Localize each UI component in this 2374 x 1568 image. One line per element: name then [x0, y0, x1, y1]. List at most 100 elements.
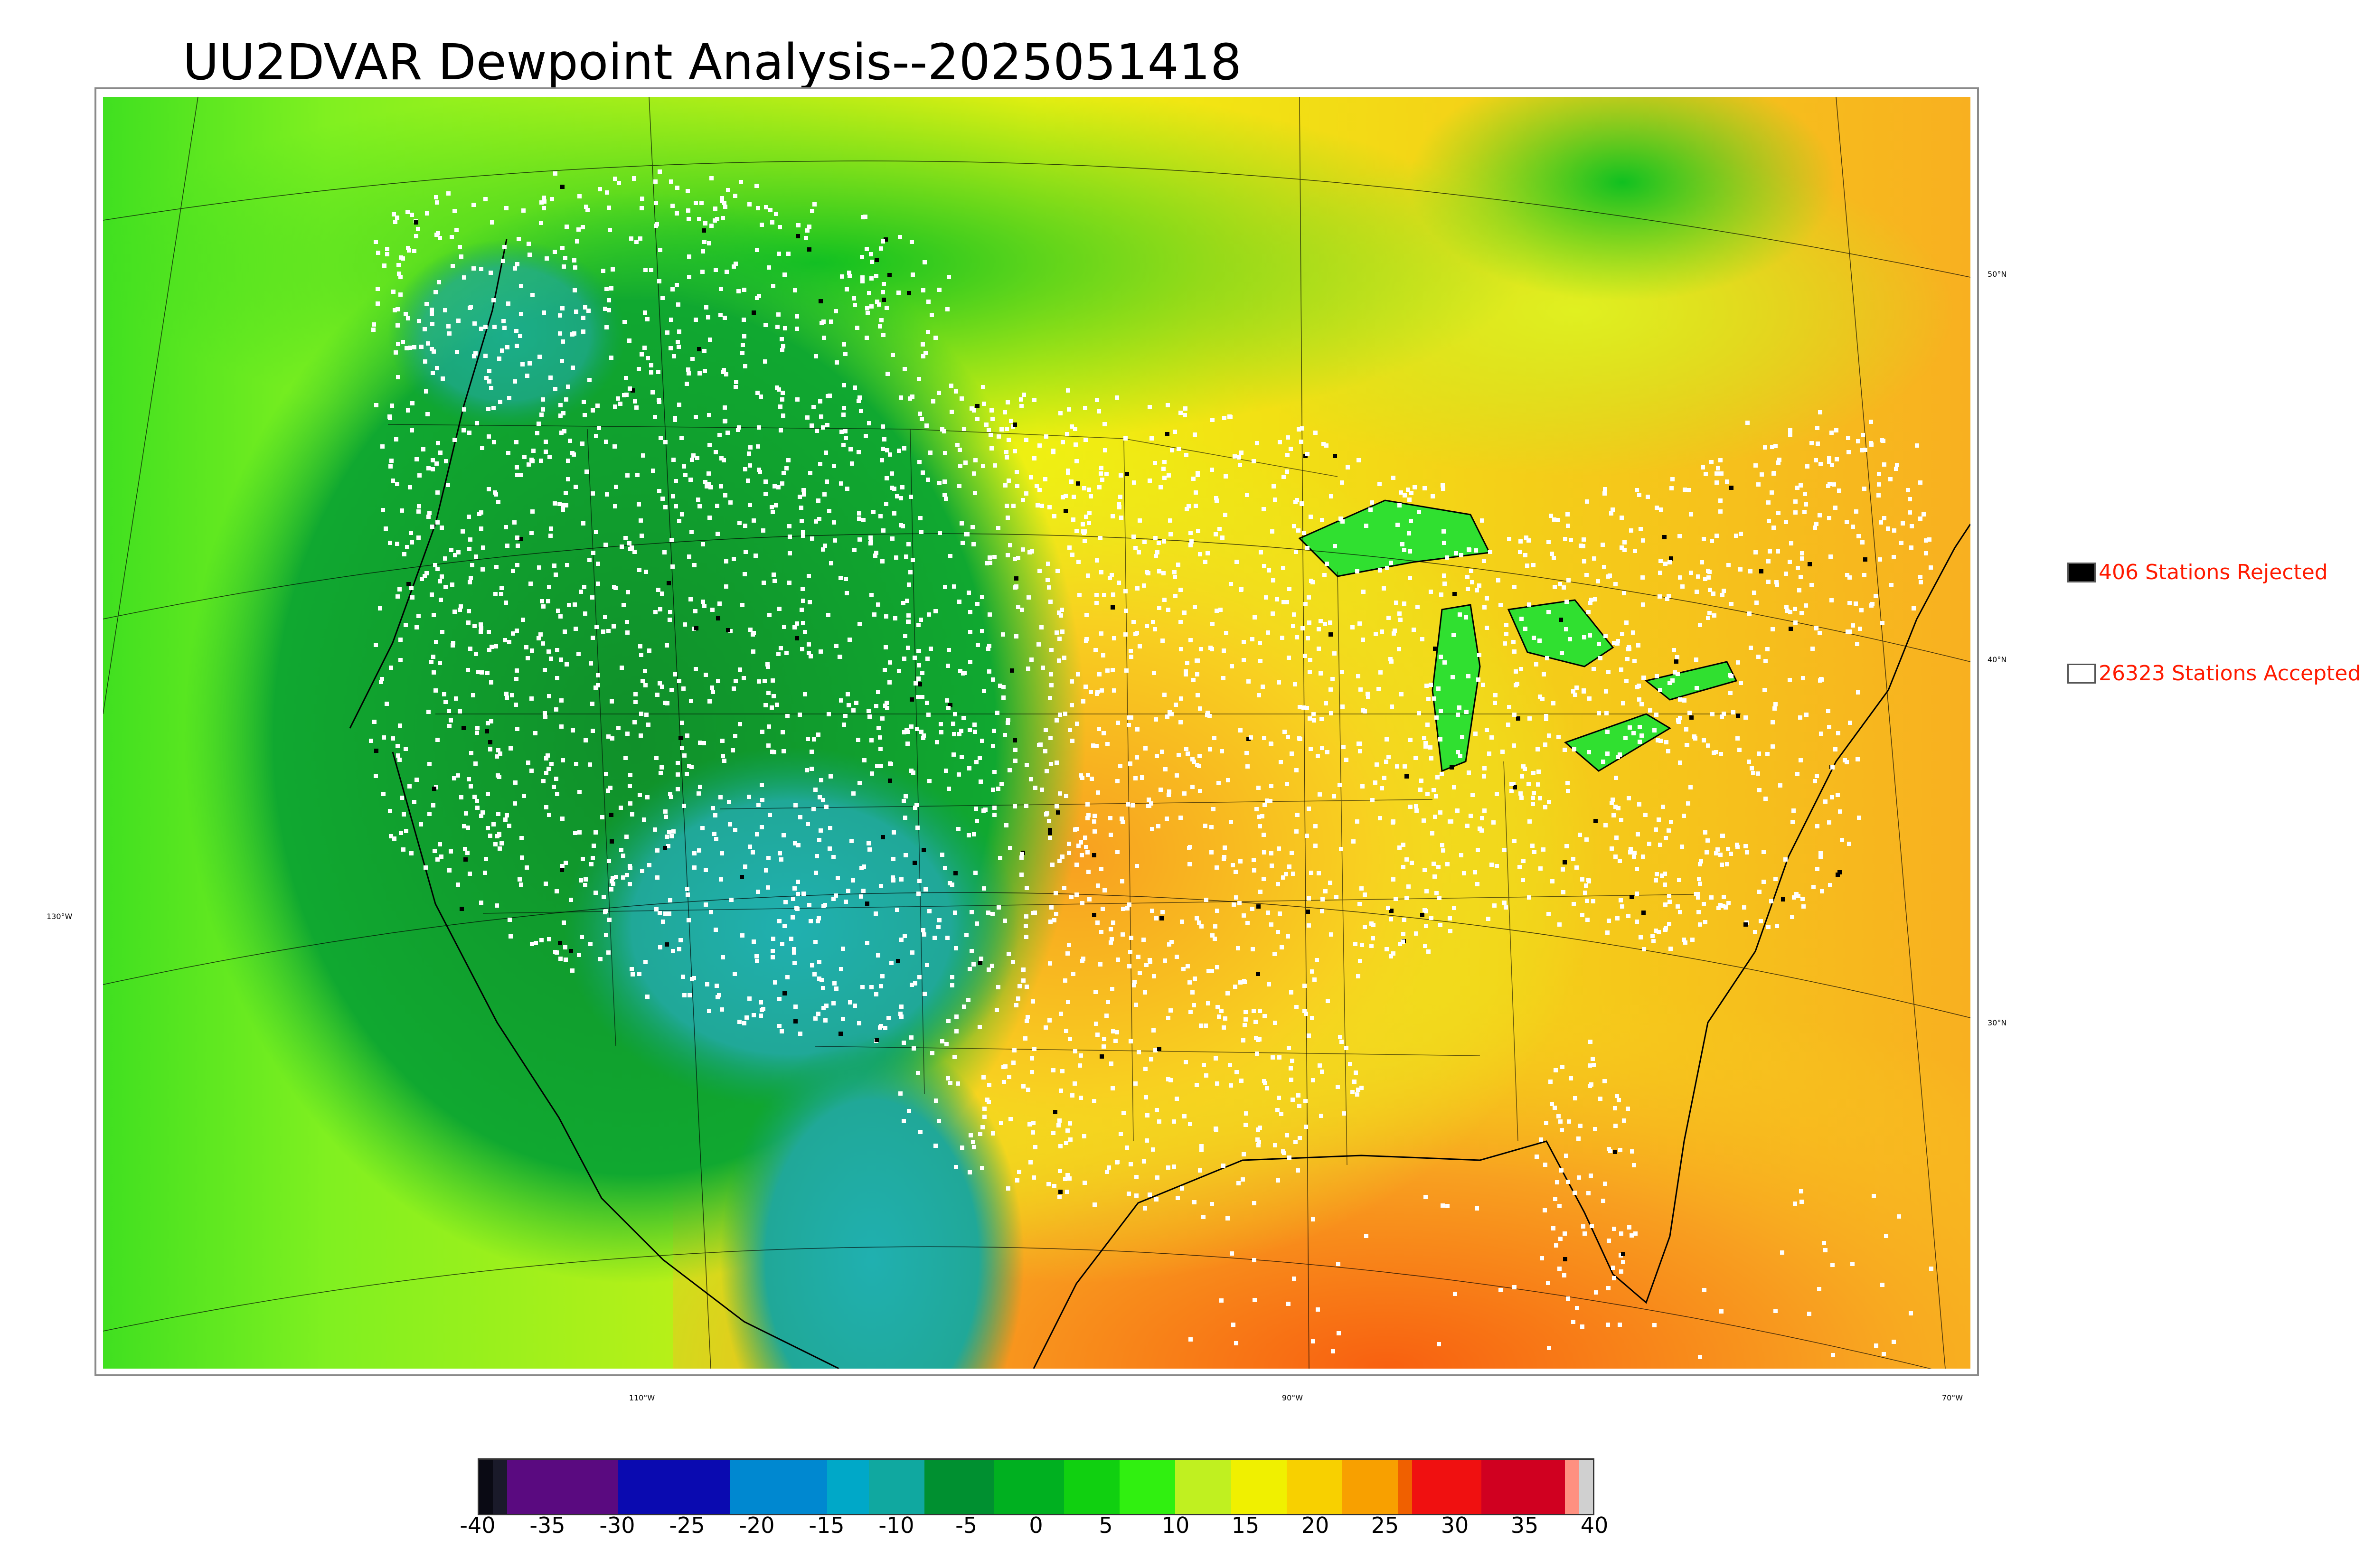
- station-accepted: [1467, 548, 1471, 552]
- station-accepted: [663, 505, 668, 509]
- station-accepted: [489, 680, 493, 685]
- station-accepted: [1586, 878, 1591, 882]
- station-accepted: [1793, 607, 1797, 611]
- station-accepted: [717, 601, 722, 606]
- station-accepted: [1606, 1323, 1610, 1327]
- station-accepted: [625, 473, 630, 478]
- station-accepted: [1473, 732, 1478, 736]
- station-accepted: [1709, 895, 1714, 900]
- station-accepted: [656, 370, 660, 374]
- station-accepted: [1199, 1023, 1203, 1028]
- station-accepted: [1747, 760, 1751, 764]
- station-accepted: [553, 501, 557, 506]
- station-accepted: [1432, 862, 1436, 866]
- station-accepted: [885, 706, 889, 710]
- station-rejected: [807, 247, 811, 252]
- station-accepted: [1813, 526, 1817, 530]
- station-accepted: [435, 567, 440, 571]
- station-accepted: [910, 983, 914, 987]
- station-accepted: [902, 730, 906, 734]
- station-accepted: [380, 677, 384, 681]
- station-accepted: [607, 298, 611, 302]
- station-accepted: [1135, 586, 1140, 591]
- station-accepted: [1226, 778, 1230, 782]
- station-accepted: [1055, 569, 1060, 573]
- station-accepted: [1632, 659, 1637, 663]
- station-accepted: [515, 668, 519, 673]
- station-accepted: [917, 460, 922, 464]
- station-accepted: [1083, 438, 1088, 442]
- station-accepted: [1801, 904, 1806, 909]
- station-accepted: [1563, 537, 1567, 541]
- station-accepted: [427, 762, 432, 766]
- station-accepted: [1918, 516, 1922, 521]
- station-accepted: [926, 300, 931, 304]
- station-accepted: [1543, 1208, 1547, 1212]
- station-rejected: [913, 861, 917, 865]
- station-accepted: [1678, 761, 1682, 765]
- station-accepted: [881, 290, 885, 294]
- station-accepted: [906, 646, 910, 650]
- station-accepted: [766, 665, 770, 669]
- station-accepted: [425, 211, 429, 216]
- station-accepted: [1290, 1059, 1294, 1063]
- station-accepted: [1398, 942, 1402, 946]
- station-accepted: [1888, 477, 1893, 481]
- station-accepted: [408, 346, 412, 350]
- station-accepted: [1358, 749, 1362, 753]
- station-accepted: [1173, 594, 1178, 598]
- station-accepted: [1293, 1140, 1298, 1144]
- station-accepted: [562, 429, 566, 433]
- station-accepted: [1067, 842, 1071, 846]
- station-accepted: [1687, 711, 1692, 715]
- station-accepted: [776, 485, 781, 489]
- station-accepted: [455, 350, 459, 354]
- station-accepted: [1829, 431, 1834, 435]
- station-accepted: [1624, 679, 1629, 683]
- station-accepted: [1550, 879, 1554, 883]
- station-accepted: [1670, 678, 1675, 683]
- station-accepted: [1325, 750, 1329, 754]
- station-accepted: [777, 1024, 782, 1028]
- station-accepted: [997, 905, 1001, 910]
- station-accepted: [1128, 950, 1132, 954]
- station-accepted: [1440, 772, 1444, 776]
- station-accepted: [633, 700, 638, 704]
- station-accepted: [1641, 602, 1645, 607]
- station-accepted: [1024, 914, 1028, 919]
- station-accepted: [381, 792, 386, 796]
- station-accepted: [1802, 510, 1807, 514]
- station-accepted: [1647, 842, 1651, 846]
- station-accepted: [1023, 1036, 1027, 1041]
- station-accepted: [530, 648, 534, 653]
- station-accepted: [1828, 883, 1832, 887]
- station-accepted: [519, 312, 523, 316]
- station-accepted: [677, 679, 681, 683]
- station-accepted: [699, 201, 704, 205]
- station-accepted: [565, 662, 569, 667]
- station-accepted: [959, 729, 963, 733]
- station-accepted: [722, 201, 726, 205]
- station-accepted: [1085, 850, 1090, 854]
- station-accepted: [1470, 793, 1475, 797]
- station-accepted: [546, 753, 550, 758]
- station-accepted: [1818, 631, 1822, 635]
- station-accepted: [785, 975, 790, 979]
- station-accepted: [801, 892, 806, 896]
- station-accepted: [1480, 518, 1484, 523]
- station-accepted: [1133, 632, 1138, 636]
- station-accepted: [553, 171, 557, 176]
- station-accepted: [398, 292, 403, 297]
- station-accepted: [1402, 601, 1406, 606]
- dewpoint-map[interactable]: [103, 97, 1970, 1369]
- station-accepted: [1357, 902, 1362, 906]
- station-accepted: [1762, 850, 1766, 854]
- station-accepted: [1009, 419, 1013, 423]
- station-accepted: [596, 562, 600, 566]
- station-accepted: [1048, 961, 1052, 966]
- station-accepted: [1230, 664, 1234, 668]
- station-accepted: [1273, 1021, 1277, 1025]
- station-accepted: [939, 722, 943, 726]
- station-accepted: [840, 274, 844, 279]
- station-accepted: [1714, 851, 1718, 855]
